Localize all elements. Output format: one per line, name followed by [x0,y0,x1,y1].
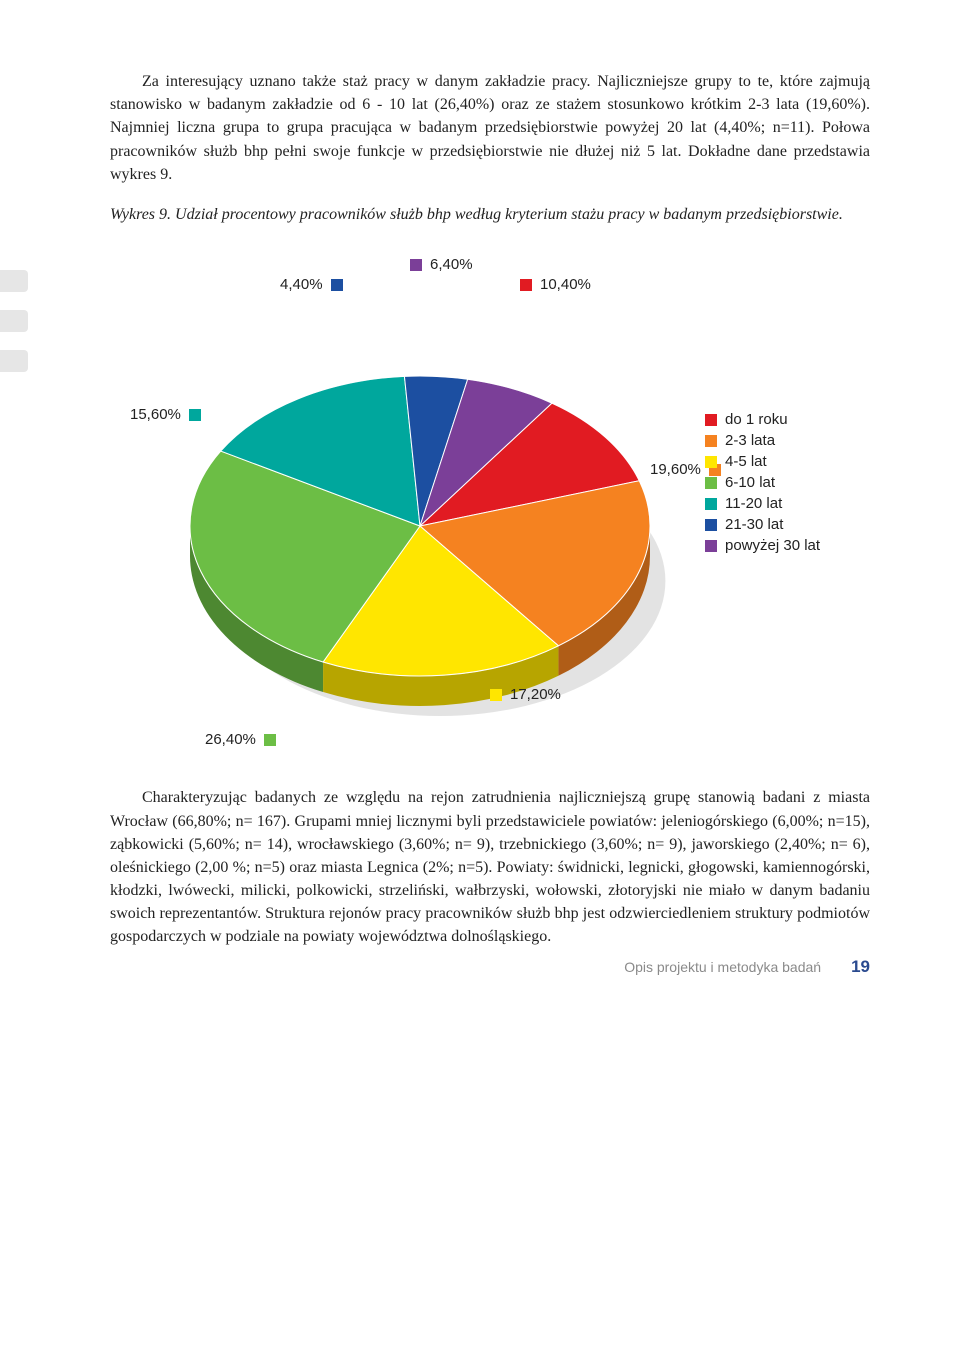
slice-value: 19,60% [650,461,701,478]
slice-value: 4,40% [280,276,323,293]
page: Za interesujący uznano także staż pracy … [0,0,960,1007]
legend-swatch [705,540,717,552]
legend-item: 11-20 lat [705,495,820,512]
slice-value: 15,60% [130,406,181,423]
slice-value: 6,40% [430,256,473,273]
legend-label: 2-3 lata [725,432,775,449]
slice-value: 17,20% [510,686,561,703]
slice-label-6-10lat: 26,40% [205,731,276,748]
slice-swatch [490,689,502,701]
legend-item: 4-5 lat [705,453,820,470]
slice-label-powyzej30: 6,40% [410,256,473,273]
page-number: 19 [851,957,870,977]
slice-swatch [331,279,343,291]
caption-lead: Wykres 9. [110,206,171,223]
slice-swatch [520,279,532,291]
legend-item: powyżej 30 lat [705,537,820,554]
legend-label: 11-20 lat [725,495,782,512]
side-tabs [0,270,28,390]
slice-swatch [264,734,276,746]
chart-caption: Wykres 9. Udział procentowy pracowników … [110,204,870,226]
legend-item: 6-10 lat [705,474,820,491]
legend-label: powyżej 30 lat [725,537,820,554]
slice-value: 10,40% [540,276,591,293]
slice-value: 26,40% [205,731,256,748]
legend-label: 6-10 lat [725,474,775,491]
legend-swatch [705,477,717,489]
side-tab [0,310,28,332]
legend-label: 21-30 lat [725,516,783,533]
slice-swatch [410,259,422,271]
legend-label: 4-5 lat [725,453,767,470]
legend-item: do 1 roku [705,411,820,428]
legend-swatch [705,498,717,510]
legend-swatch [705,414,717,426]
side-tab [0,350,28,372]
legend-item: 2-3 lata [705,432,820,449]
side-tab [0,270,28,292]
slice-label-21-30: 4,40% [280,276,343,293]
legend-swatch [705,456,717,468]
legend-swatch [705,519,717,531]
paragraph-2-text: Charakteryzując badanych ze względu na r… [110,789,870,945]
paragraph-2: Charakteryzując badanych ze względu na r… [110,786,870,948]
slice-label-4-5lat: 17,20% [490,686,561,703]
slice-label-do1roku: 10,40% [520,276,591,293]
legend-label: do 1 roku [725,411,788,428]
paragraph-1-text: Za interesujący uznano także staż pracy … [110,73,870,183]
page-footer: Opis projektu i metodyka badań 19 [624,957,870,977]
chart-legend: do 1 roku 2-3 lata 4-5 lat 6-10 lat 11-2… [705,411,820,558]
slice-label-11-20: 15,60% [130,406,201,423]
legend-item: 21-30 lat [705,516,820,533]
legend-swatch [705,435,717,447]
slice-swatch [189,409,201,421]
paragraph-1: Za interesujący uznano także staż pracy … [110,70,870,186]
pie-chart: 6,40% 4,40% 10,40% 15,60% 19,60% 17,20% … [110,236,870,776]
caption-rest: Udział procentowy pracowników służb bhp … [175,206,843,223]
footer-text: Opis projektu i metodyka badań [624,959,821,975]
